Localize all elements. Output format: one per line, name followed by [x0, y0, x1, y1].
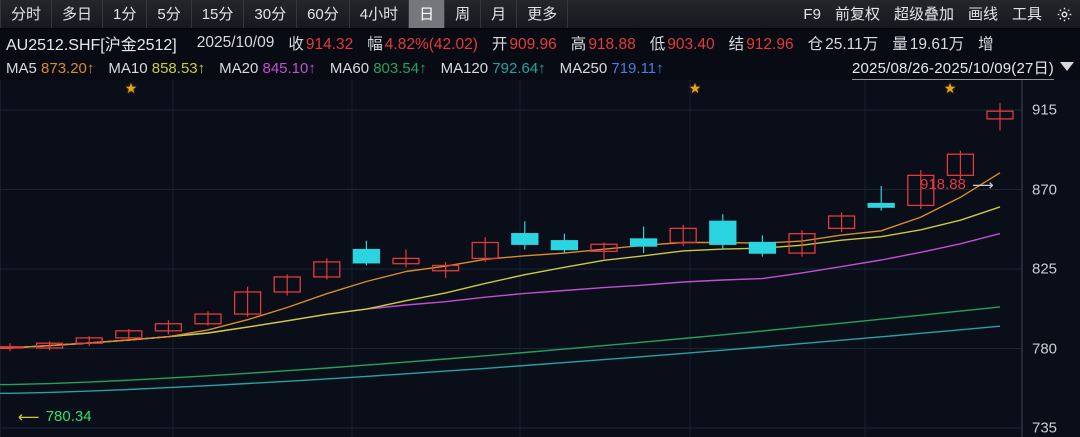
- ma-info-row: MA5 873.20↑ MA10 858.53↑ MA20 845.10↑ MA60 …: [0, 55, 1080, 81]
- quote-field-label-0: 收: [288, 36, 304, 53]
- quote-field-value-1: 4.82%(42.02): [384, 36, 478, 53]
- period-tab-4[interactable]: 15分: [192, 0, 245, 28]
- ma-label-ma10: MA10: [108, 59, 148, 77]
- ma-label-ma5: MA5: [6, 59, 37, 77]
- quote-field-label-4: 低: [649, 36, 666, 53]
- toolbar-action-0[interactable]: F9: [803, 5, 821, 23]
- period-tab-1[interactable]: 多日: [52, 0, 104, 28]
- quote-field-value-0: 914.32: [305, 36, 354, 53]
- ma-label-ma60: MA60: [329, 59, 370, 77]
- ma-value-ma60: 803.54↑: [369, 59, 427, 77]
- ma-value-ma20: 845.10↑: [258, 59, 316, 77]
- period-tab-0[interactable]: 分时: [0, 0, 53, 28]
- quote-field-value-7: 19.61万: [909, 36, 965, 53]
- quote-field-label-1: 幅: [367, 36, 383, 53]
- ma-label-ma20: MA20: [219, 59, 259, 77]
- price-tick-825: 825: [1032, 260, 1058, 278]
- quote-date: 2025/10/09: [196, 34, 275, 51]
- low-price-tag: ⟵ 780.34: [18, 408, 92, 426]
- star-marker-1[interactable]: ★: [688, 80, 702, 96]
- toolbar-action-4[interactable]: 工具: [1011, 5, 1042, 23]
- chart-canvas: [0, 80, 1023, 437]
- ma-label-ma250: MA250: [559, 59, 608, 77]
- period-tab-8[interactable]: 日: [409, 0, 446, 28]
- ma-label-ma120: MA120: [440, 59, 489, 77]
- symbol-label: AU2512.SHF[沪金2512]: [6, 37, 177, 54]
- quote-info-row: AU2512.SHF[沪金2512] 2025/10/09 收 914.32 幅 4.…: [0, 30, 1080, 56]
- quote-fields: 收 914.32 幅 4.82%(42.02) 开 909.96 高 918.88 低 903.4…: [274, 32, 993, 54]
- low-price-value: 780.34: [45, 408, 92, 425]
- quote-field-value-5: 912.96: [746, 36, 794, 53]
- ma-fields: MA5 873.20↑ MA10 858.53↑ MA20 845.10↑ MA60 …: [6, 60, 678, 77]
- period-tab-5[interactable]: 30分: [244, 0, 298, 28]
- quote-field-value-3: 918.88: [588, 36, 636, 53]
- ma-value-ma250: 719.11↑: [607, 59, 664, 77]
- quote-field-value-4: 903.40: [667, 36, 715, 53]
- star-marker-0[interactable]: ★: [124, 80, 138, 96]
- quote-field-label-2: 开: [491, 36, 508, 53]
- candlestick-chart[interactable]: 915 870 825 780 735 ★ ★ ★ 918.88 ⟶ ⟵ 780.34: [0, 80, 1080, 437]
- date-range-selector[interactable]: 2025/08/26-2025/10/09(27日): [851, 57, 1054, 80]
- period-toolbar: 分时 多日 1分 5分 15分 30分 60分 4小时日周月更多 F9 前复权 超级叠加 画线 工具: [0, 0, 1080, 29]
- toolbar-action-2[interactable]: 超级叠加: [893, 5, 954, 23]
- ma-value-ma120: 792.64↑: [488, 59, 546, 77]
- quote-field-label-3: 高: [570, 36, 587, 53]
- period-tab-10[interactable]: 月: [481, 0, 518, 28]
- period-tab-6[interactable]: 60分: [297, 0, 350, 28]
- quote-field-value-6: 25.11万: [825, 36, 879, 53]
- quote-field-value-2: 909.96: [509, 36, 557, 53]
- gear-icon[interactable]: [1049, 0, 1080, 28]
- period-tab-group: 分时 多日 1分 5分 15分 30分 60分 4小时日周月更多: [0, 0, 569, 28]
- chevron-down-icon[interactable]: [1060, 62, 1074, 71]
- period-tab-2[interactable]: 1分: [103, 0, 148, 28]
- price-tick-870: 870: [1032, 181, 1058, 198]
- period-tab-7[interactable]: 4小时: [350, 0, 410, 28]
- price-tick-735: 735: [1032, 419, 1058, 437]
- price-tick-780: 780: [1032, 340, 1058, 357]
- quote-field-label-6: 仓: [807, 36, 824, 53]
- toolbar-actions: F9 前复权 超级叠加 画线 工具: [796, 0, 1080, 28]
- high-price-value: 918.88: [920, 176, 966, 193]
- toolbar-spacer: [568, 0, 796, 28]
- period-tab-9[interactable]: 周: [445, 0, 482, 28]
- period-tab-3[interactable]: 5分: [147, 0, 192, 28]
- arrow-right-icon: ⟶: [972, 177, 994, 195]
- price-tick-915: 915: [1032, 101, 1058, 119]
- toolbar-action-1[interactable]: 前复权: [834, 5, 880, 23]
- ma-value-ma10: 858.53↑: [147, 59, 206, 77]
- ma-value-ma5: 873.20↑: [36, 59, 95, 77]
- toolbar-action-3[interactable]: 画线: [967, 5, 998, 23]
- quote-field-label-7: 量: [892, 36, 908, 53]
- quote-field-label-8: 增: [978, 36, 994, 53]
- period-tab-11[interactable]: 更多: [517, 0, 569, 28]
- arrow-left-icon: ⟵: [18, 409, 40, 427]
- high-price-tag: 918.88 ⟶: [920, 176, 994, 194]
- star-marker-2[interactable]: ★: [943, 80, 957, 96]
- quote-field-label-5: 结: [728, 36, 745, 53]
